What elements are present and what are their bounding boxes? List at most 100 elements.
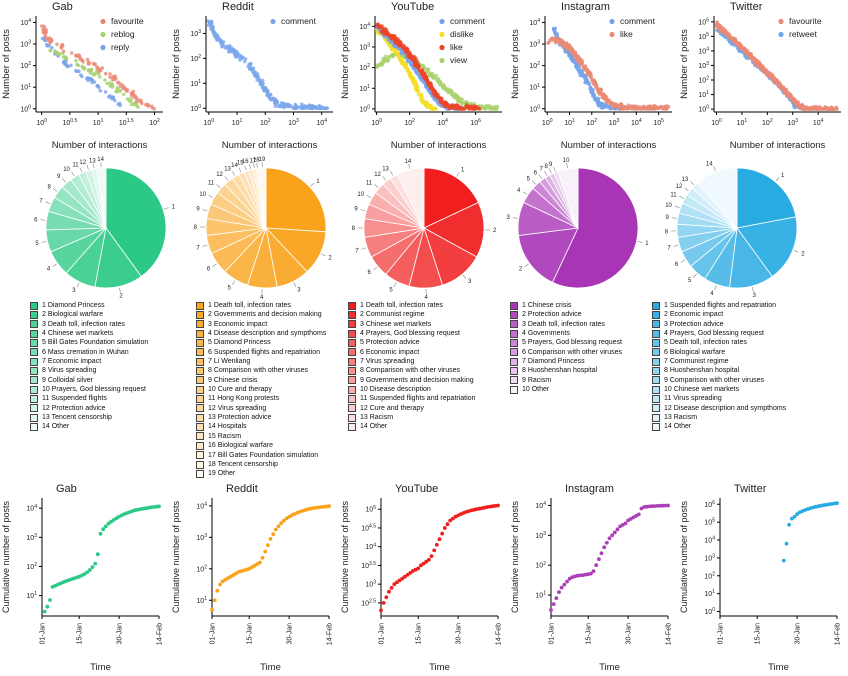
svg-text:5: 5 [688, 278, 692, 284]
svg-text:11: 11 [670, 193, 677, 199]
svg-text:7: 7 [667, 245, 671, 251]
legend-label: 6 Comparison with other viruses [522, 348, 622, 356]
svg-text:104: 104 [631, 118, 642, 127]
legend-label: 19 Other [208, 470, 236, 478]
svg-text:1: 1 [645, 241, 649, 247]
svg-text:30-Jan: 30-Jan [456, 623, 463, 645]
pie-legend-item: 14 Hospitals [196, 422, 326, 432]
svg-text:104: 104 [360, 22, 371, 31]
legend-label: 5 Death toll, infection rates [664, 339, 747, 347]
pie-legend-item: 4 Disease description and sympthoms [196, 329, 326, 338]
svg-text:9: 9 [549, 162, 553, 168]
svg-text:11: 11 [72, 163, 79, 169]
svg-text:103: 103 [529, 40, 540, 49]
legend-label-reply: reply [111, 42, 130, 52]
svg-text:30-Jan: 30-Jan [286, 623, 293, 645]
svg-text:15-Jan: 15-Jan [586, 623, 593, 645]
legend-label-favourite: favourite [111, 16, 144, 26]
pie-legend-instagram: 1 Chinese crisis 2 Protection advice 3 Dea… [510, 301, 622, 394]
legend-swatch [348, 339, 356, 348]
svg-text:103: 103 [20, 40, 31, 49]
legend-swatch [196, 311, 204, 320]
svg-text:102: 102 [360, 63, 371, 72]
legend-label: 4 Prayers, God blessing request [360, 330, 460, 338]
legend-label: 11 Suspended flights [42, 395, 107, 403]
cumulative-panel-youtube: YouTube 01-Jan 15-Jan 30-Jan 14-Feb 102.5 103 1… [339, 482, 509, 676]
legend-label: 1 Suspended flights and repatriation [664, 302, 777, 309]
legend-label: 5 Protection advice [360, 339, 420, 347]
svg-text:104: 104 [705, 536, 716, 545]
legend-label: 9 Governments and decision making [360, 376, 474, 384]
pie-legend-item: 8 Huoshenshan hospital [652, 366, 786, 376]
svg-text:YouTube: YouTube [391, 1, 434, 13]
svg-text:2: 2 [493, 228, 497, 234]
pie-legend-item: 8 Comparison with other viruses [348, 366, 475, 376]
legend-label-comment: comment [281, 16, 317, 26]
legend-label: 8 Comparison with other viruses [208, 367, 308, 375]
pie-legend-item: 4 Prayers, God blessing request [348, 329, 475, 338]
cumulative-svg-gab: Gab 01-Jan 15-Jan 30-Jan 14-Feb 101 102 103 104 C… [1, 483, 164, 673]
scatter-svg-gab: Gab 100 100.5 101 101.5 102 100 101 102 103 104 Num… [1, 1, 163, 151]
svg-text:7: 7 [355, 248, 359, 254]
svg-text:Number of posts: Number of posts [679, 29, 690, 99]
pie-legend-item: 16 Biological warfare [196, 441, 326, 450]
svg-text:10: 10 [665, 203, 672, 209]
svg-text:100: 100 [190, 104, 201, 113]
legend-label: 12 Virus spreading [208, 404, 267, 412]
svg-text:104: 104 [366, 542, 377, 551]
pie-legend-reddit: 1 Death toll, infection rates 2 Governmen… [196, 301, 326, 479]
legend-label: 2 Communist regime [360, 311, 425, 319]
svg-text:2: 2 [519, 267, 523, 273]
pie-legend-item: 9 Colloidal silver [30, 376, 148, 385]
svg-text:4: 4 [47, 267, 51, 273]
svg-text:104: 104 [813, 118, 824, 127]
svg-text:103: 103 [288, 118, 299, 127]
legend-label: 10 Cure and therapy [208, 386, 272, 394]
legend-label: 10 Prayers, God blessing request [42, 386, 146, 394]
pie-legend-item: 5 Bill Gates Foundation simulation [30, 338, 148, 348]
svg-text:100: 100 [203, 118, 214, 127]
svg-text:8: 8 [352, 226, 356, 232]
legend-swatch [348, 376, 356, 385]
svg-text:102: 102 [586, 118, 597, 127]
legend-label: 2 Economic impact [664, 311, 724, 319]
svg-text:Number of posts: Number of posts [1, 29, 12, 99]
svg-text:13: 13 [382, 167, 389, 173]
legend-label: 2 Governments and decision making [208, 311, 322, 319]
svg-text:YouTube: YouTube [395, 483, 438, 495]
legend-label: 3 Protection advice [664, 320, 724, 328]
legend-swatch [30, 395, 38, 404]
svg-text:7: 7 [196, 245, 200, 251]
svg-text:13: 13 [682, 177, 689, 183]
pie-legend-item: 1 Chinese crisis [510, 301, 622, 310]
svg-text:Number of interactions: Number of interactions [391, 140, 487, 151]
legend-label: 1 Diamond Princess [42, 302, 105, 309]
svg-text:10: 10 [199, 192, 206, 198]
pie-legend-item: 11 Hong Kong protests [196, 394, 326, 404]
svg-text:5: 5 [228, 285, 232, 291]
legend-swatch [348, 404, 356, 413]
legend-swatch [348, 348, 356, 357]
pie-legend-item: 13 Racism [348, 413, 475, 422]
legend-label: 18 Tencent censorship [208, 460, 278, 468]
pie-legend-item: 10 Cure and therapy [196, 385, 326, 394]
legend-swatch [196, 451, 204, 460]
pie-legend-item: 7 Economic impact [30, 357, 148, 366]
legend-label: 12 Protection advice [42, 404, 106, 412]
legend-label: 8 Comparison with other viruses [360, 367, 460, 375]
svg-text:101: 101 [360, 84, 371, 93]
svg-text:101: 101 [564, 118, 575, 127]
pie-legend-item: 1 Death toll, infection rates [196, 301, 326, 310]
cumulative-svg-youtube: YouTube 01-Jan 15-Jan 30-Jan 14-Feb 102.5 103 1… [340, 483, 503, 673]
svg-text:13: 13 [89, 158, 96, 164]
pie-legend-item: 6 Economic impact [348, 348, 475, 357]
legend-label: 6 Biological warfare [664, 348, 726, 356]
svg-text:01-Jan: 01-Jan [40, 623, 47, 645]
legend-swatch [196, 357, 204, 366]
svg-text:102: 102 [196, 564, 207, 573]
legend-swatch [30, 404, 38, 413]
row-cumulative-plots: Gab 01-Jan 15-Jan 30-Jan 14-Feb 101 102 103 104 C… [0, 482, 848, 676]
svg-text:Time: Time [429, 662, 450, 673]
